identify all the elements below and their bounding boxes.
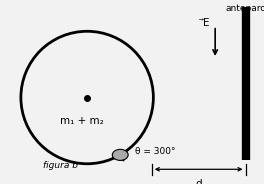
Text: figura b: figura b: [43, 161, 78, 170]
Circle shape: [112, 149, 128, 160]
Text: d: d: [195, 179, 202, 184]
Text: m₁ + m₂: m₁ + m₂: [60, 116, 104, 126]
Text: θ = 300°: θ = 300°: [135, 147, 175, 156]
Text: anteparo: anteparo: [225, 4, 264, 13]
Text: ⃗E: ⃗E: [204, 18, 210, 28]
